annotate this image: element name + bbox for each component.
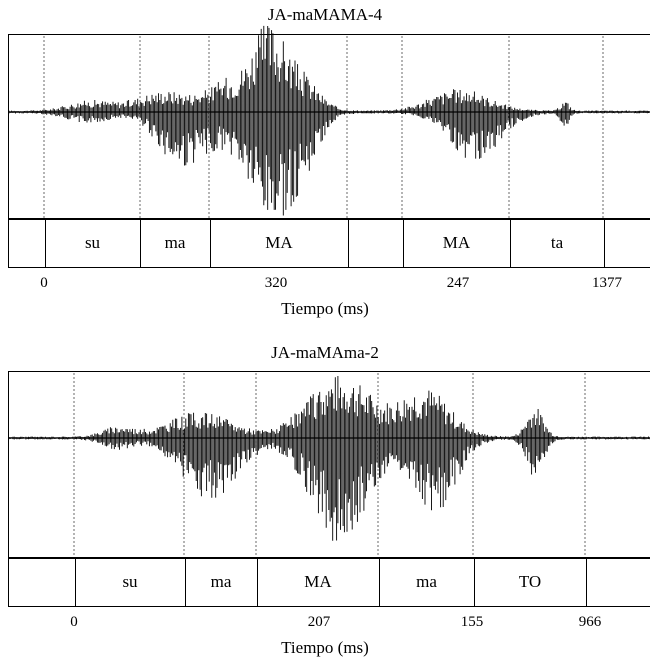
- segment-boundary: [403, 219, 404, 267]
- segment-label: MA: [442, 233, 471, 252]
- segment-label: ma: [164, 233, 186, 252]
- segment-boundary: [379, 558, 380, 606]
- segment-label: su: [122, 572, 138, 591]
- panel-title: JA-maMAMA-4: [267, 5, 383, 24]
- segment-label: MA: [265, 233, 293, 252]
- segment-boundary: [45, 219, 46, 267]
- segment-label: ma: [416, 572, 437, 591]
- segment-boundary: [348, 219, 349, 267]
- waveform: [8, 25, 650, 218]
- segment-tier: su ma MA MA ta: [8, 218, 650, 268]
- segment-boundary: [185, 558, 186, 606]
- segment-label: su: [84, 233, 101, 252]
- segment-boundary: [586, 558, 587, 606]
- segment-tier: su ma MA ma TO: [8, 557, 650, 607]
- segment-boundary: [257, 558, 258, 606]
- x-axis-label: Tiempo (ms): [281, 638, 369, 657]
- segment-label: MA: [304, 572, 332, 591]
- segment-boundary: [604, 219, 605, 267]
- segment-label: ma: [210, 572, 232, 591]
- segment-label: ta: [550, 233, 564, 252]
- tick-label: 0: [70, 614, 78, 630]
- tick-label: 155: [460, 614, 484, 630]
- segment-boundary: [140, 219, 141, 267]
- waveform-trace: [8, 376, 650, 541]
- tick-label: 247: [446, 275, 470, 291]
- tick-label: 320: [264, 275, 288, 291]
- segment-label: [586, 558, 650, 606]
- segment-boundary: [210, 219, 211, 267]
- panel-title: JA-maMAma-2: [271, 343, 379, 362]
- segment-boundary: [75, 558, 76, 606]
- segment-label: TO: [518, 572, 542, 591]
- tick-label: 1377: [592, 275, 622, 291]
- waveform-frame: [8, 371, 650, 559]
- waveform-frame: [8, 34, 650, 220]
- x-axis-label: Tiempo (ms): [281, 299, 369, 318]
- tick-label: 966: [578, 614, 602, 630]
- tick-label: 207: [307, 614, 331, 630]
- waveform-trace: [8, 25, 650, 216]
- segment-boundary: [510, 219, 511, 267]
- tick-label: 0: [40, 275, 48, 291]
- segment-boundary: [474, 558, 475, 606]
